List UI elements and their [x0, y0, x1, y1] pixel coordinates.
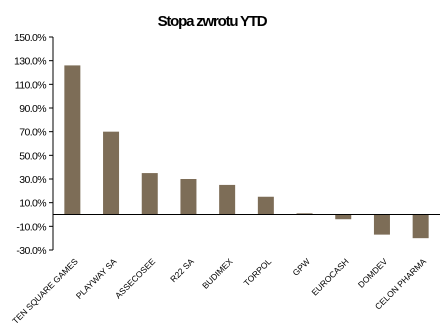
y-axis: 150.0% 130.0% 110.0% 90.0% 70.0% 50.0% 30.0% 10…: [14, 32, 54, 257]
bar: [335, 214, 352, 220]
category-label: GPW: [291, 256, 312, 277]
category-label: TORPOL: [242, 256, 274, 288]
category-label: R22 SA: [168, 256, 196, 284]
y-tick-label: 50.0%: [19, 150, 46, 162]
bar: [64, 65, 81, 215]
y-tick-label: 110.0%: [15, 79, 46, 91]
category-label: BUDIMEX: [200, 256, 235, 291]
y-tick-label: 10.0%: [19, 198, 46, 210]
bar: [296, 213, 313, 215]
category-label: EUROCASH: [310, 256, 351, 297]
bar: [373, 214, 390, 235]
bars: [64, 65, 429, 239]
bar: [219, 184, 236, 215]
chart-title: Stopa zwrotu YTD: [158, 13, 268, 30]
y-tick-label: 150.0%: [14, 32, 46, 44]
y-tick-label: 30.0%: [19, 174, 46, 186]
y-tick-label: 90.0%: [19, 103, 46, 115]
category-label: TEN SQUARE GAMES: [10, 256, 80, 323]
y-tick-label: 130.0%: [14, 56, 46, 68]
y-tick-label: -10.0%: [16, 221, 46, 233]
y-tick-label: -30.0%: [16, 245, 46, 257]
bar: [412, 214, 429, 239]
category-label: ASSECOSEE: [113, 256, 157, 300]
bar: [141, 173, 158, 215]
bar: [180, 179, 197, 215]
category-label: DOMDEV: [356, 256, 390, 290]
y-tick-label: 70.0%: [19, 127, 46, 139]
bar: [103, 131, 120, 215]
bar: [257, 196, 274, 215]
category-label: PLAYWAY SA: [74, 256, 119, 301]
